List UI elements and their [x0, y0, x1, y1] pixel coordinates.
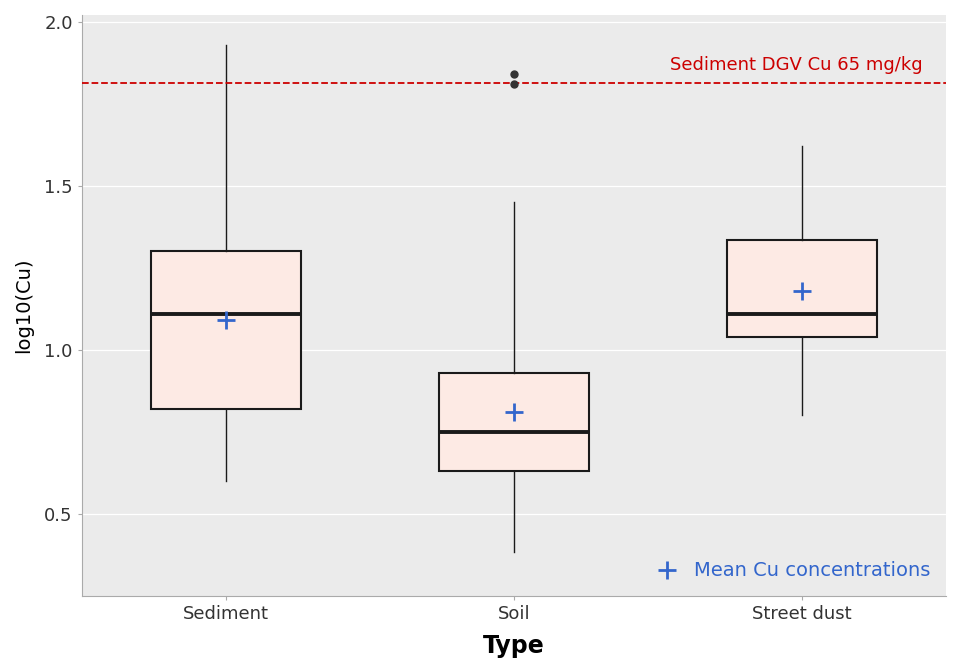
- Y-axis label: log10(Cu): log10(Cu): [13, 258, 33, 353]
- Legend: Mean Cu concentrations: Mean Cu concentrations: [641, 556, 936, 586]
- Bar: [727, 240, 876, 337]
- Bar: [151, 251, 300, 409]
- X-axis label: Type: Type: [483, 634, 544, 658]
- Text: Sediment DGV Cu 65 mg/kg: Sediment DGV Cu 65 mg/kg: [670, 56, 924, 74]
- Bar: [439, 373, 588, 471]
